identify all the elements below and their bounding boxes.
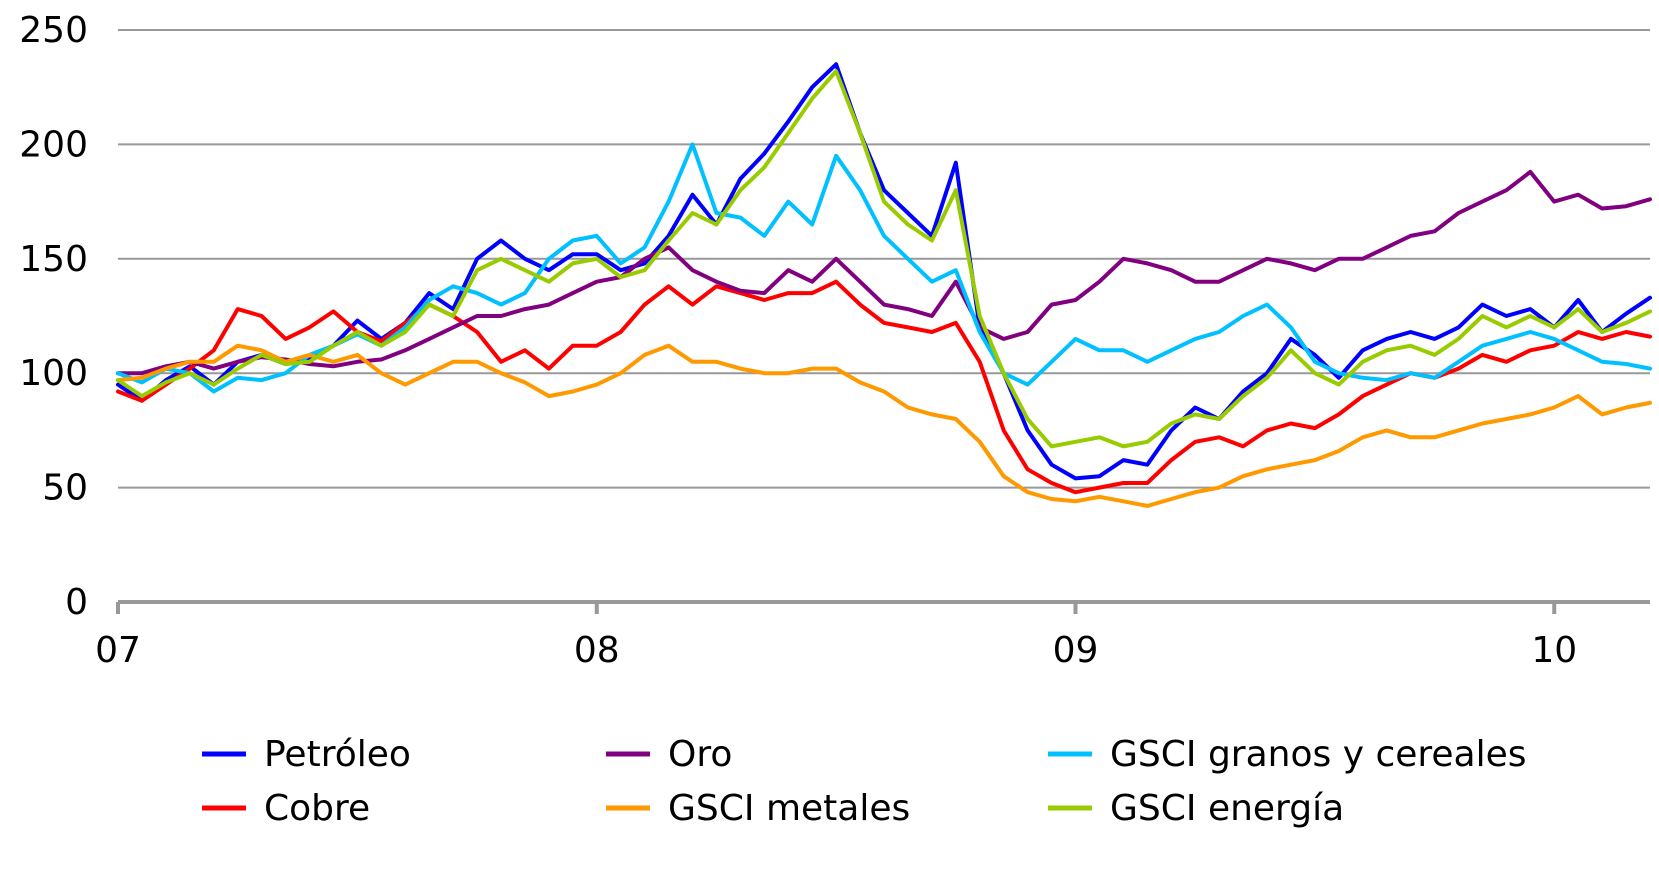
series-line-4: [116, 343, 1652, 508]
series-line-2: [116, 169, 1652, 376]
y-tick-label: 50: [42, 468, 88, 509]
series-line-0: [116, 62, 1652, 481]
legend-label-2: Oro: [668, 734, 732, 775]
series-line-3: [116, 142, 1652, 394]
axes: 0 50 100 150 200 250 07 08 09 10: [19, 10, 1650, 671]
legend: Petróleo Oro GSCI granos y cereales Cobre GS…: [202, 734, 1527, 829]
legend-label-4: GSCI metales: [668, 788, 910, 829]
y-tick-label: 100: [19, 353, 88, 394]
series-lines: [116, 62, 1652, 508]
x-tick-label: 07: [95, 630, 141, 671]
x-tick-label: 08: [574, 630, 620, 671]
legend-label-0: Petróleo: [264, 734, 411, 775]
y-tick-label: 200: [19, 124, 88, 165]
legend-label-5: GSCI energía: [1110, 788, 1344, 829]
x-tick-label: 10: [1531, 630, 1577, 671]
y-tick-label: 250: [19, 10, 88, 51]
gridlines: [118, 29, 1650, 489]
series-line-5: [116, 69, 1652, 449]
y-tick-label: 0: [65, 582, 88, 623]
legend-label-3: GSCI granos y cereales: [1110, 734, 1527, 775]
legend-label-1: Cobre: [264, 788, 370, 829]
series-line-1: [116, 279, 1652, 495]
y-tick-label: 150: [19, 239, 88, 280]
x-tick-label: 09: [1053, 630, 1099, 671]
